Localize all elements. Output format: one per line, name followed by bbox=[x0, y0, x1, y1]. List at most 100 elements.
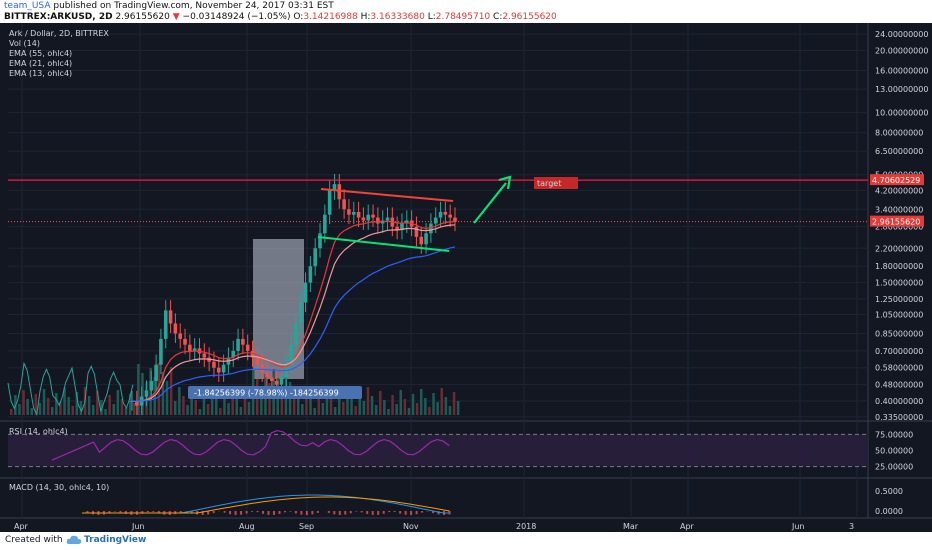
volume-bar bbox=[87, 396, 91, 415]
macd-histogram-bar bbox=[289, 511, 292, 512]
volume-bar bbox=[206, 404, 210, 415]
resistance-trendline bbox=[320, 188, 454, 202]
candle-body bbox=[231, 350, 236, 358]
candle-body bbox=[260, 364, 264, 373]
open-label: O: bbox=[293, 12, 304, 22]
candle-body bbox=[448, 214, 452, 218]
volume-bar bbox=[391, 395, 394, 415]
legend-ema-21[interactable]: EMA (21, ohlc4) bbox=[9, 59, 73, 68]
change-value: −0.03148924 (−1.05%) bbox=[182, 12, 291, 22]
candle-body bbox=[400, 223, 404, 230]
last-price-label: 2.96155620 bbox=[872, 218, 920, 227]
candle-body bbox=[255, 357, 260, 365]
macd-histogram-bar bbox=[119, 511, 122, 513]
volume-bar bbox=[215, 399, 218, 415]
rsi-label[interactable]: RSI (14, ohlc4) bbox=[9, 427, 68, 436]
macd-histogram-bar bbox=[316, 511, 319, 513]
high-label: H: bbox=[360, 12, 371, 22]
price-tick-label: 16.00000000 bbox=[875, 66, 928, 75]
volume-bar bbox=[301, 404, 304, 415]
macd-histogram-bar bbox=[404, 511, 407, 515]
macd-histogram-bar bbox=[338, 511, 341, 515]
close-label: C: bbox=[493, 12, 503, 22]
macd-histogram-bar bbox=[223, 511, 226, 513]
chart-area[interactable]: 24.00000000 20.00000000 16.00000000 13.0000… bbox=[0, 23, 932, 532]
candle-body bbox=[265, 372, 269, 378]
macd-histogram-bar bbox=[300, 511, 303, 515]
volume-bar bbox=[235, 398, 238, 415]
created-with-text: Created with bbox=[5, 535, 63, 545]
macd-histogram-bar bbox=[399, 511, 402, 514]
candle-body bbox=[347, 209, 351, 215]
volume-bar bbox=[190, 391, 193, 415]
price-tick-label: 1.50000000 bbox=[875, 279, 923, 288]
volume-bar bbox=[157, 363, 161, 415]
target-price-box bbox=[870, 174, 924, 186]
time-tick-label: Aug bbox=[239, 522, 255, 531]
volume-bar bbox=[124, 408, 128, 415]
volume-bar bbox=[75, 392, 79, 415]
candle-body bbox=[371, 214, 375, 218]
macd-tick-label: 0.5000 bbox=[875, 487, 903, 496]
volume-bar bbox=[22, 390, 25, 415]
candle-body bbox=[366, 214, 371, 221]
volume-bar bbox=[374, 405, 378, 415]
volume-bar bbox=[260, 388, 263, 415]
price-tick-label: 2.80000000 bbox=[875, 223, 923, 232]
volume-bar bbox=[18, 404, 21, 415]
time-tick-label: Jun bbox=[791, 522, 805, 531]
macd-label[interactable]: MACD (14, 30, ohlc4, 10) bbox=[9, 483, 110, 492]
legend-ema-13[interactable]: EMA (13, ohlc4) bbox=[9, 69, 73, 78]
candle-body bbox=[241, 338, 245, 345]
rsi-line bbox=[51, 429, 450, 461]
volume-bar bbox=[387, 409, 390, 415]
time-tick-label: 3 bbox=[849, 522, 854, 531]
macd-histogram-bar bbox=[229, 511, 232, 515]
price-tick-label: 2.20000000 bbox=[875, 244, 923, 253]
author-link[interactable]: team_USA bbox=[4, 1, 51, 11]
macd-histogram-bar bbox=[366, 511, 369, 515]
macd-histogram-bar bbox=[278, 511, 281, 515]
candle-body bbox=[144, 390, 149, 397]
legend-ema-55[interactable]: EMA (55, ohlc4) bbox=[9, 49, 73, 58]
measure-label-box bbox=[188, 386, 362, 399]
low-label: L: bbox=[427, 12, 436, 22]
candle-body bbox=[419, 236, 424, 245]
macd-tick-label: 0.0000 bbox=[875, 507, 903, 516]
macd-histogram-bar bbox=[283, 511, 286, 513]
candle-body bbox=[443, 211, 448, 215]
candle-body bbox=[202, 353, 207, 358]
volume-bar bbox=[440, 388, 443, 415]
volume-bar bbox=[223, 394, 226, 415]
candle-body bbox=[245, 344, 250, 351]
macd-histogram-bar bbox=[146, 511, 149, 513]
volume-bar bbox=[120, 399, 124, 415]
chart-legend: Ark / Dollar, 2D, BITTREX Vol (14) EMA (… bbox=[9, 29, 109, 79]
volume-bar bbox=[354, 406, 357, 415]
macd-histogram-bar bbox=[294, 511, 297, 514]
volume-bar bbox=[219, 408, 222, 415]
tradingview-cloud-icon bbox=[66, 535, 82, 544]
price-tick-label: 1.05000000 bbox=[875, 311, 923, 320]
volume-bar bbox=[92, 405, 95, 415]
macd-histogram-bar bbox=[245, 511, 248, 514]
macd-histogram-bar bbox=[157, 511, 160, 514]
volume-bar bbox=[165, 381, 169, 415]
macd-histogram-bar bbox=[152, 511, 155, 512]
volume-bar bbox=[55, 393, 58, 415]
volume-bar bbox=[399, 390, 402, 415]
volume-bar bbox=[133, 403, 136, 415]
tradingview-brand[interactable]: TradingView bbox=[84, 535, 147, 545]
volume-bar bbox=[174, 401, 177, 415]
low-value: 2.78495710 bbox=[435, 12, 491, 22]
volume-bar bbox=[30, 408, 33, 415]
candle-body bbox=[154, 364, 158, 382]
legend-vol[interactable]: Vol (14) bbox=[9, 39, 40, 48]
volume-bar bbox=[182, 396, 185, 415]
price-chart[interactable]: 24.00000000 20.00000000 16.00000000 13.0000… bbox=[0, 23, 932, 532]
candle-body bbox=[188, 344, 192, 351]
macd-histogram-bar bbox=[327, 511, 330, 513]
volume-bar bbox=[210, 390, 214, 415]
price-tick-label: 3.40000000 bbox=[875, 205, 923, 214]
price-tick-label: 0.58000000 bbox=[875, 364, 923, 373]
